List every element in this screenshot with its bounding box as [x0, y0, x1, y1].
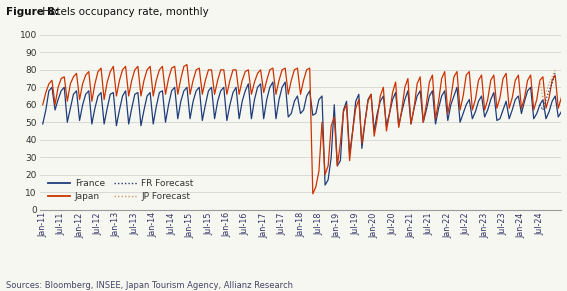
Text: Figure 8:: Figure 8: — [6, 7, 58, 17]
Legend: France, Japan, FR Forecast, JP Forecast: France, Japan, FR Forecast, JP Forecast — [44, 175, 197, 205]
Text: Hotels occupancy rate, monthly: Hotels occupancy rate, monthly — [39, 7, 208, 17]
Text: Sources: Bloomberg, INSEE, Japan Tourism Agency, Allianz Research: Sources: Bloomberg, INSEE, Japan Tourism… — [6, 281, 293, 290]
